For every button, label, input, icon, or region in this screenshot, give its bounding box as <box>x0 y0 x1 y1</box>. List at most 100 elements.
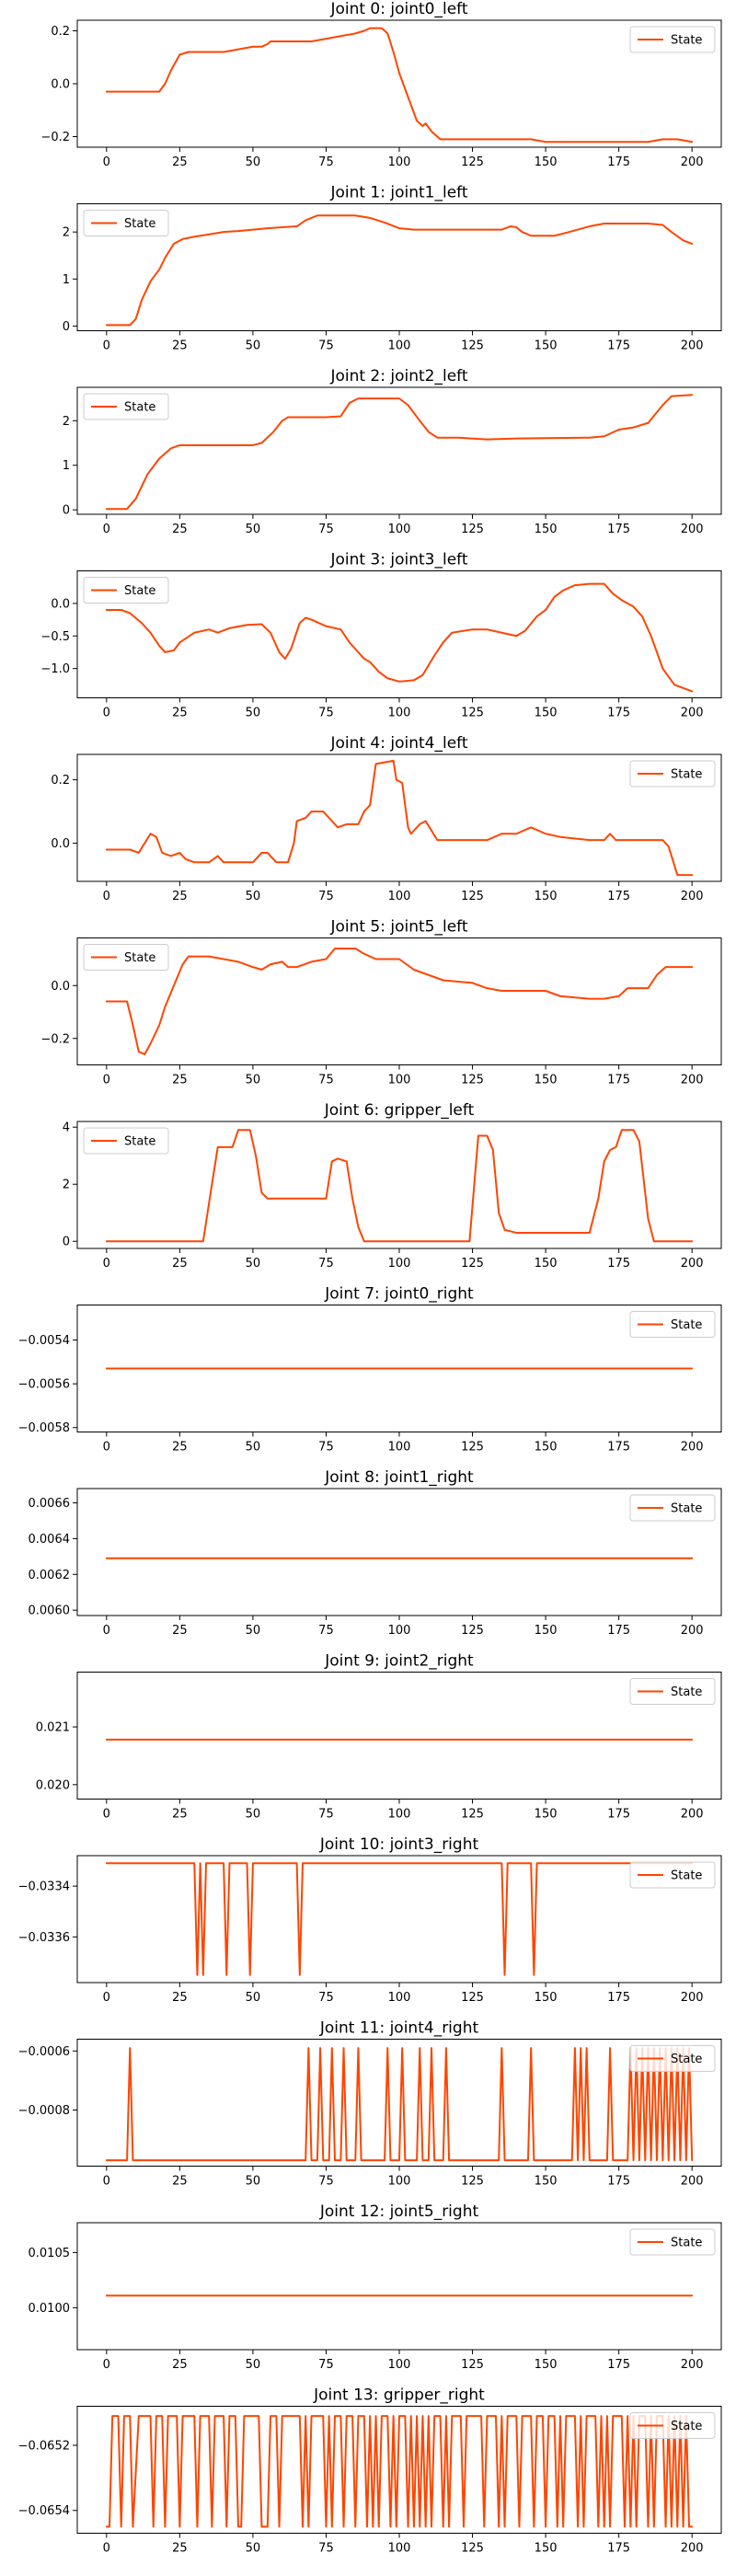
x-tick-label: 200 <box>681 2175 704 2189</box>
axes-frame <box>76 570 722 698</box>
x-tick-label: 175 <box>607 1441 630 1455</box>
series-line-0 <box>105 759 694 877</box>
x-tick-label: 175 <box>607 1074 630 1087</box>
axes-frame <box>76 753 722 882</box>
chart-title: Joint 7: joint0_right <box>324 1285 474 1304</box>
x-tick-label: 200 <box>681 1808 704 1822</box>
legend-label: State <box>671 1502 702 1516</box>
x-tick-label: 25 <box>172 1074 188 1087</box>
y-tick-label: −0.0008 <box>18 2104 70 2118</box>
x-tick-label: 175 <box>607 2175 630 2189</box>
x-tick-label: 50 <box>246 1991 261 2005</box>
x-tick-label: 100 <box>388 155 411 169</box>
legend-box <box>629 760 716 788</box>
subplot-2: Joint 2: joint2_left 0 25 50 75 100 125 150 175 2… <box>63 367 722 536</box>
x-tick-label: 100 <box>388 1074 411 1087</box>
y-tick-label: −0.0006 <box>18 2045 70 2059</box>
x-tick-label: 150 <box>535 1808 558 1822</box>
legend-label: State <box>124 217 155 231</box>
y-tick-label: 4 <box>63 1121 70 1135</box>
legend-label: State <box>124 1135 155 1149</box>
x-tick-label: 125 <box>461 1808 484 1822</box>
axes-frame <box>76 1672 722 1800</box>
x-tick-label: 25 <box>172 1808 188 1822</box>
x-tick-label: 100 <box>388 523 411 536</box>
x-tick-label: 125 <box>461 339 484 353</box>
legend-box <box>83 944 169 971</box>
y-tick-label: 0.0 <box>51 980 70 994</box>
y-tick-label: 0.020 <box>36 1778 70 1792</box>
x-tick-label: 125 <box>461 1624 484 1638</box>
x-tick-label: 0 <box>103 2542 110 2556</box>
x-tick-label: 150 <box>535 1257 558 1271</box>
legend-label: State <box>671 2053 702 2066</box>
x-tick-label: 175 <box>607 2358 630 2372</box>
y-tick-label: −0.0334 <box>18 1880 70 1894</box>
x-tick-label: 75 <box>318 1991 334 2005</box>
subplot-12: Joint 12: joint5_right 0 25 50 75 100 125 150 17… <box>29 2202 722 2372</box>
x-tick-label: 175 <box>607 2542 630 2556</box>
chart-title: Joint 2: joint2_left <box>329 367 467 385</box>
chart-title: Joint 4: joint4_left <box>329 734 467 753</box>
x-tick-label: 125 <box>461 890 484 903</box>
x-tick-label: 200 <box>681 890 704 903</box>
x-tick-label: 175 <box>607 1257 630 1271</box>
x-tick-label: 175 <box>607 1808 630 1822</box>
x-tick-label: 50 <box>246 523 261 536</box>
x-tick-label: 50 <box>246 1257 261 1271</box>
axes-frame <box>76 1121 722 1249</box>
x-tick-label: 75 <box>318 2175 334 2189</box>
x-tick-label: 50 <box>246 890 261 903</box>
x-tick-label: 200 <box>681 707 704 720</box>
legend-box <box>629 26 716 53</box>
x-tick-label: 150 <box>535 1441 558 1455</box>
x-tick-label: 0 <box>103 2175 110 2189</box>
x-tick-label: 125 <box>461 1441 484 1455</box>
y-tick-label: −0.0654 <box>18 2504 70 2518</box>
legend: State <box>629 2228 716 2256</box>
x-tick-label: 75 <box>318 890 334 903</box>
x-tick-label: 200 <box>681 523 704 536</box>
x-tick-label: 175 <box>607 155 630 169</box>
subplot-3: Joint 3: joint3_left 0 25 50 75 100 125 150 175 2… <box>40 551 722 720</box>
x-tick-label: 0 <box>103 1808 110 1822</box>
x-tick-label: 75 <box>318 2542 334 2556</box>
x-tick-label: 175 <box>607 890 630 903</box>
x-tick-label: 25 <box>172 1441 188 1455</box>
x-tick-label: 100 <box>388 1991 411 2005</box>
x-tick-label: 125 <box>461 1991 484 2005</box>
x-tick-label: 100 <box>388 1624 411 1638</box>
y-tick-label: 0.2 <box>51 774 70 788</box>
x-tick-label: 75 <box>318 1257 334 1271</box>
y-tick-label: 0.021 <box>36 1721 70 1735</box>
x-tick-label: 125 <box>461 155 484 169</box>
x-tick-label: 175 <box>607 1624 630 1638</box>
subplot-10: Joint 10: joint3_right 0 25 50 75 100 125 150 17… <box>18 1835 722 2005</box>
chart-title: Joint 11: joint4_right <box>319 2019 479 2038</box>
subplot-4: Joint 4: joint4_left 0 25 50 75 100 125 150 175 2… <box>51 734 722 903</box>
x-tick-label: 150 <box>535 339 558 353</box>
x-tick-label: 100 <box>388 2358 411 2372</box>
series-line-0 <box>105 1862 694 1976</box>
x-tick-label: 150 <box>535 1624 558 1638</box>
x-tick-label: 100 <box>388 890 411 903</box>
x-tick-label: 200 <box>681 339 704 353</box>
y-tick-label: −0.2 <box>40 131 70 144</box>
x-tick-label: 100 <box>388 339 411 353</box>
x-tick-label: 125 <box>461 1257 484 1271</box>
y-tick-label: 1 <box>63 459 70 473</box>
y-tick-label: 0.0060 <box>29 1604 71 1618</box>
x-tick-label: 100 <box>388 1808 411 1822</box>
x-tick-label: 100 <box>388 2175 411 2189</box>
x-tick-label: 25 <box>172 339 188 353</box>
legend-label: State <box>124 584 155 598</box>
x-tick-label: 25 <box>172 890 188 903</box>
legend-box <box>629 2412 716 2439</box>
x-tick-label: 0 <box>103 1074 110 1087</box>
x-tick-label: 50 <box>246 1624 261 1638</box>
x-tick-label: 75 <box>318 1808 334 1822</box>
legend: State <box>629 1311 716 1338</box>
x-tick-label: 50 <box>246 155 261 169</box>
legend: State <box>83 393 169 420</box>
